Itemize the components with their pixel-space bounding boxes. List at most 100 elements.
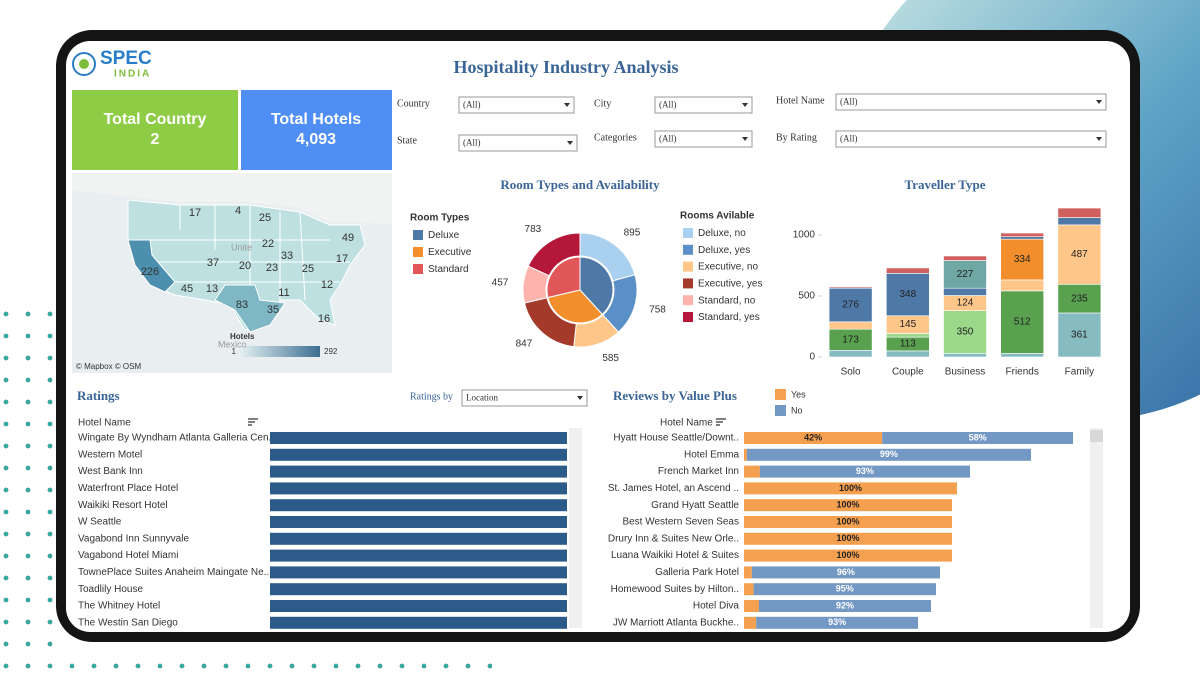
data-label: 124: [957, 298, 974, 309]
dropdown-arrow[interactable]: [1096, 137, 1102, 141]
dropdown[interactable]: [835, 130, 1107, 148]
data-label: 93%: [856, 466, 874, 476]
data-label: 113: [900, 339, 916, 350]
map-value: 17: [336, 253, 348, 265]
row-label: Homewood Suites by Hilton..: [611, 584, 739, 595]
x-tick-label: Business: [945, 367, 986, 378]
kpi-card: [241, 90, 392, 170]
chart-title: Ratings: [77, 388, 120, 403]
dropdown-arrow[interactable]: [567, 141, 573, 145]
row-label: Vagabond Inn Sunnyvale: [78, 533, 189, 544]
bar-segment: [1057, 217, 1102, 226]
legend-swatch: [683, 278, 693, 289]
dropdown-value[interactable]: (All): [840, 97, 858, 107]
map-land: [72, 173, 392, 225]
dropdown-value[interactable]: (All): [463, 100, 481, 110]
legend-label: Deluxe, no: [698, 228, 746, 239]
scrollbar[interactable]: [569, 428, 582, 628]
row-label: Waikiki Resort Hotel: [78, 500, 168, 511]
data-label: 145: [899, 319, 916, 330]
bar-segment: [943, 310, 987, 354]
bar: [270, 616, 567, 629]
map-value: 49: [342, 232, 354, 244]
bar-segment: [1057, 312, 1102, 358]
bar-segment: [744, 482, 957, 495]
legend-swatch: [413, 230, 423, 240]
dropdown[interactable]: [461, 389, 588, 407]
data-label: 783: [525, 224, 542, 235]
scrollbar-thumb[interactable]: [1090, 430, 1103, 442]
bar-segment: [1000, 232, 1045, 238]
dropdown-arrow[interactable]: [577, 396, 583, 400]
legend-swatch: [413, 264, 423, 274]
bar-segment: [885, 333, 930, 338]
bar-segment: [1057, 207, 1102, 218]
map-place: Mexico: [218, 339, 247, 349]
x-tick-label: Family: [1065, 367, 1094, 378]
map-value: 23: [266, 262, 278, 274]
pie-slice-inner: [547, 289, 603, 324]
filter-label: City: [594, 98, 611, 109]
logo: SPEC INDIA: [72, 48, 152, 80]
row-label: Hotel Emma: [684, 449, 739, 460]
pie-slice-inner: [546, 256, 581, 299]
row-label: St. James Hotel, an Ascend ..: [608, 483, 739, 494]
map-value: 33: [281, 250, 293, 262]
dropdown-value[interactable]: (All): [659, 134, 677, 144]
data-label: 512: [1014, 317, 1031, 328]
row-label: Waterfront Place Hotel: [78, 483, 178, 494]
dropdown[interactable]: [835, 93, 1107, 111]
dropdown-value[interactable]: (All): [840, 134, 858, 144]
bar: [270, 532, 567, 545]
data-label: 758: [649, 305, 666, 316]
dropdown-arrow[interactable]: [742, 137, 748, 141]
dashboard-title: Hospitality Industry Analysis: [453, 57, 678, 77]
map-value: 25: [302, 263, 314, 275]
row-label: French Market Inn: [658, 466, 739, 477]
filter-label: By Rating: [776, 132, 817, 143]
dropdown-value[interactable]: (All): [659, 100, 677, 110]
map-value: 17: [189, 207, 201, 219]
bar-segment: [882, 432, 1073, 444]
data-label: 276: [842, 300, 859, 311]
dropdown-value[interactable]: Location: [466, 393, 498, 403]
dropdown-arrow[interactable]: [564, 103, 570, 107]
data-label: 173: [842, 334, 859, 345]
dropdown[interactable]: [654, 96, 753, 114]
sort-icon[interactable]: [716, 418, 726, 426]
bar: [270, 566, 567, 579]
control-label: Ratings by: [410, 391, 453, 402]
sort-icon[interactable]: [248, 418, 258, 426]
bar-segment: [1057, 224, 1102, 285]
legend-label: Deluxe, yes: [698, 245, 750, 256]
x-tick-label: Solo: [841, 367, 861, 378]
kpi-card: [72, 90, 238, 170]
data-label: 100%: [836, 500, 859, 510]
bar: [270, 600, 567, 612]
legend-swatch: [683, 312, 693, 322]
data-label: 235: [1071, 293, 1088, 304]
dropdown-arrow[interactable]: [1096, 100, 1102, 104]
bar-segment: [885, 350, 930, 358]
chart-title: Room Types and Availability: [500, 177, 660, 192]
map-state: [214, 284, 286, 333]
dropdown-arrow[interactable]: [742, 103, 748, 107]
map-legend-title: Hotels: [230, 332, 255, 341]
dropdown[interactable]: [458, 134, 578, 152]
scrollbar[interactable]: [1090, 428, 1103, 628]
legend-label: Executive: [428, 247, 472, 258]
map-country: [127, 199, 366, 331]
bar-segment: [1057, 283, 1102, 314]
bar-segment: [756, 616, 918, 629]
legend-title: Rooms Avilable: [680, 211, 755, 222]
data-label: 348: [899, 289, 916, 300]
filter-label: State: [397, 135, 418, 146]
dropdown[interactable]: [458, 96, 575, 114]
data-label: 585: [602, 353, 619, 364]
legend-label: Standard, no: [698, 295, 756, 306]
map-legend-max: 292: [324, 347, 338, 356]
dropdown-value[interactable]: (All): [463, 138, 481, 148]
decoration-dots: [62, 650, 492, 675]
dropdown[interactable]: [654, 130, 753, 148]
